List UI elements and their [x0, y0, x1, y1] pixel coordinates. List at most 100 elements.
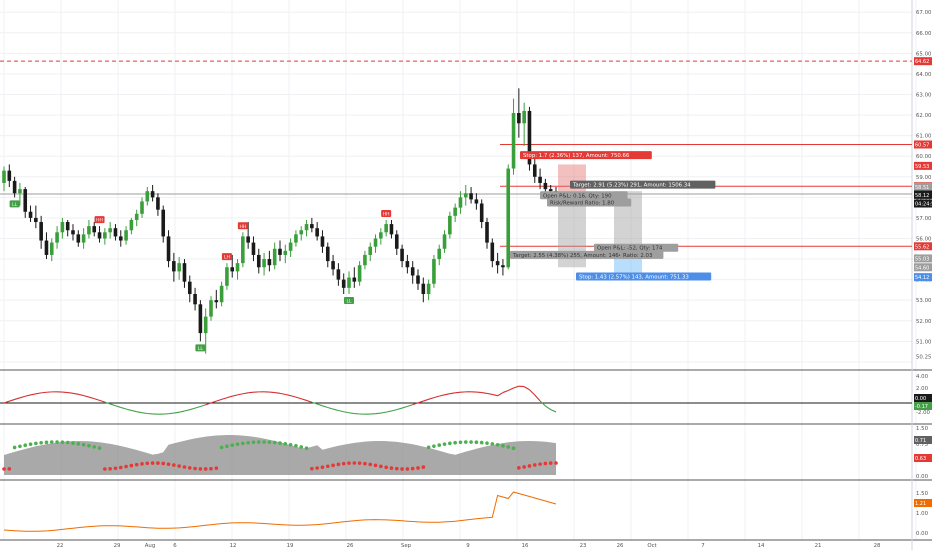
bb-dot [146, 461, 150, 465]
bb-dot [55, 440, 59, 444]
candle-body [209, 300, 213, 316]
bb-dot [246, 441, 250, 445]
swing-marker: LL [344, 297, 354, 305]
candle-body [2, 171, 6, 183]
bb-dot [71, 441, 75, 445]
bb-dot [406, 467, 410, 471]
candle-body [225, 267, 229, 286]
bb-dot [50, 440, 54, 444]
candle-body [92, 226, 96, 232]
candle-body [161, 210, 165, 237]
swing-marker-label: HH [239, 224, 246, 230]
bb-dot [411, 467, 415, 471]
time-tick: Oct [647, 543, 656, 549]
price-label: 54.12 [915, 275, 929, 281]
candle-body [268, 259, 272, 265]
bb-dot [331, 463, 335, 467]
bb-dot [39, 441, 43, 445]
bb-dot [8, 467, 12, 471]
bb-dot [82, 443, 86, 447]
osc-segment [62, 392, 67, 393]
candle-body [485, 222, 489, 243]
orange-label: 1.21 [915, 501, 926, 507]
bb-dot [77, 442, 81, 446]
time-tick: 19 [287, 543, 294, 549]
swing-marker: LL [195, 344, 205, 352]
price-tick: 56.00 [916, 236, 932, 242]
candle-body [453, 208, 457, 216]
bb-dot [135, 463, 139, 467]
candle-body [464, 193, 468, 197]
price-tick: 59.00 [916, 175, 932, 181]
bb-dot [183, 465, 187, 469]
candle-body [406, 261, 410, 267]
bb-dot [289, 443, 293, 447]
bb-dot [374, 464, 378, 468]
bb-dot [347, 461, 351, 465]
candle-body [538, 177, 542, 183]
candle-body [18, 189, 22, 193]
candle-body [71, 230, 75, 234]
osc-segment [142, 413, 147, 414]
candle-body [315, 228, 319, 236]
time-tick: 23 [580, 543, 587, 549]
candle-body [215, 300, 219, 302]
bb-dot [268, 440, 272, 444]
bb-dot [18, 444, 22, 448]
swing-marker-label: LL [346, 299, 352, 305]
bb-tick: 1.50 [916, 426, 929, 432]
candle-body [544, 183, 548, 189]
candle-body [459, 197, 463, 207]
price-tick: 60.00 [916, 154, 932, 160]
price-tick: 64.00 [916, 72, 932, 78]
bb-dot [220, 446, 224, 450]
osc-segment [455, 392, 460, 393]
candle-body [337, 269, 341, 279]
bb-dot [230, 443, 234, 447]
candle-body [427, 284, 431, 294]
bb-dot [87, 444, 91, 448]
osc-segment [376, 413, 381, 414]
candle-body [114, 228, 118, 236]
candle-body [273, 249, 277, 265]
candle-body [347, 278, 351, 288]
bb-dot [124, 465, 128, 469]
candle-body [135, 214, 139, 220]
target-top-label: Target: 2.91 (5.23%) 291, Amount: 1506.3… [572, 183, 691, 189]
time-tick: 16 [522, 543, 529, 549]
candle-body [358, 265, 362, 281]
candle-body [103, 232, 107, 238]
candle-body [13, 181, 17, 193]
pl-bot-label: Open P&L: -52, Qty: 174 [597, 246, 663, 252]
price-tick: 57.00 [916, 216, 932, 222]
stop-bot-label: Stop: 1.43 (2.57%) 143, Amount: 751.33 [579, 275, 689, 281]
price-tick: 61.00 [916, 134, 932, 140]
candle-body [77, 234, 81, 242]
time-tick: Sep [401, 543, 412, 549]
bb-dot [140, 462, 144, 466]
price-label: 55.62 [915, 244, 929, 250]
bb-dot [204, 467, 208, 471]
bb-dot [501, 444, 505, 448]
candle-body [172, 261, 176, 271]
bb-dot [379, 465, 383, 469]
time-tick: 22 [57, 543, 64, 549]
candle-body [506, 169, 510, 268]
bb-dot [215, 466, 219, 470]
stop-top-label: Stop: 1.7 (2.36%) 137, Amount: 750.66 [523, 153, 630, 159]
time-tick: 14 [758, 543, 765, 549]
osc-tick: -2.00 [916, 410, 931, 416]
candle-body [326, 247, 330, 261]
bb-dot [209, 467, 213, 471]
candle-body [522, 111, 526, 123]
price-tick: 62.00 [916, 113, 932, 119]
bb-dot [262, 440, 266, 444]
candle-body [50, 243, 54, 255]
bb-dot [368, 463, 372, 467]
price-label: 04:24:54 [915, 202, 932, 208]
candle-body [204, 317, 208, 333]
candle-body [310, 224, 314, 228]
price-tick: 66.00 [916, 31, 932, 37]
